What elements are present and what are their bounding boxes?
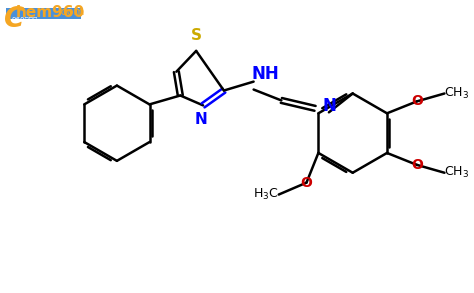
Text: H$_3$C: H$_3$C (253, 187, 279, 202)
Text: CH$_3$: CH$_3$ (445, 165, 470, 180)
Text: NH: NH (252, 65, 279, 83)
Text: .com: .com (57, 7, 85, 17)
Text: O: O (411, 94, 423, 108)
Text: hem960: hem960 (16, 5, 85, 20)
Text: N: N (195, 112, 208, 127)
Text: O: O (411, 158, 423, 172)
Text: S: S (191, 28, 201, 43)
Text: CH$_3$: CH$_3$ (445, 86, 470, 101)
Text: N: N (323, 97, 337, 115)
Text: C: C (4, 5, 24, 33)
Text: O: O (301, 176, 312, 190)
FancyBboxPatch shape (6, 8, 81, 19)
Text: 960化工网: 960化工网 (12, 16, 38, 23)
